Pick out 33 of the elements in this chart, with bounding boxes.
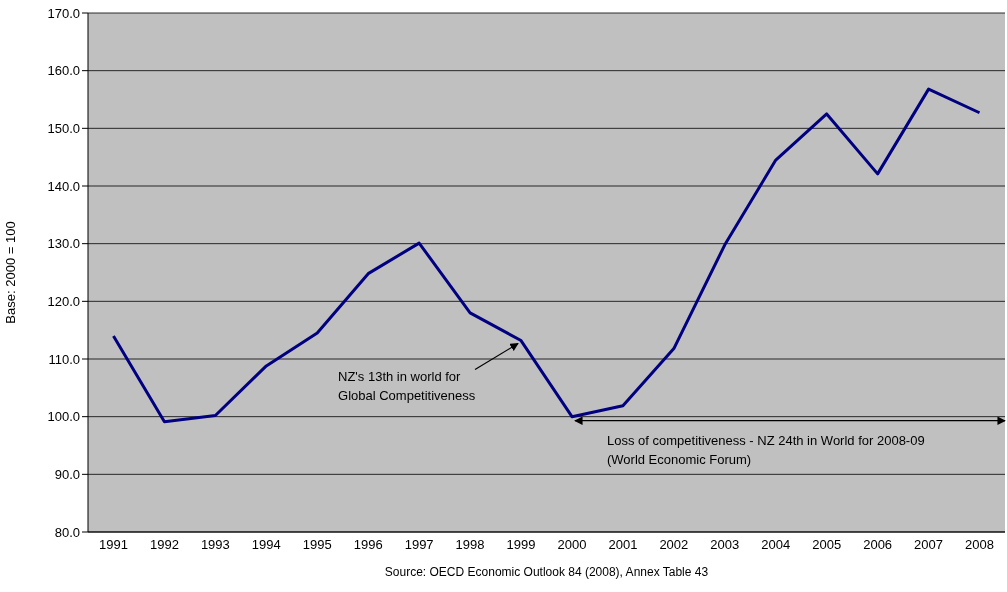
- y-tick-label: 150.0: [47, 120, 80, 136]
- y-tick-label: 140.0: [47, 178, 80, 194]
- y-axis-title: Base: 2000 = 100: [2, 221, 18, 324]
- x-tick-label: 2005: [812, 537, 842, 553]
- x-tick-label: 1991: [99, 537, 128, 553]
- line-series: [111, 87, 982, 424]
- x-tick-label: 1996: [353, 537, 383, 553]
- x-tick-label: 2002: [659, 537, 689, 553]
- x-tick-label: 1994: [251, 537, 281, 553]
- annotation: NZ's 13th in world for Global Competitiveness: [338, 368, 476, 403]
- y-tick-label: 100.0: [47, 409, 80, 425]
- y-tick-label: 120.0: [47, 293, 80, 309]
- x-tick-label: 1999: [506, 537, 536, 553]
- x-tick-label: 1998: [455, 537, 485, 553]
- x-tick-label: 2003: [710, 537, 740, 553]
- x-tick-label: 2008: [965, 537, 994, 553]
- x-tick-label: 2001: [608, 537, 638, 553]
- x-tick-label: 2006: [863, 537, 893, 553]
- x-tick-label: 1997: [404, 537, 434, 553]
- y-tick-label: 130.0: [47, 236, 80, 252]
- source-note: Source: OECD Economic Outlook 84 (2008), Annex Table 43: [384, 565, 709, 579]
- x-tick-label: 1992: [149, 537, 179, 553]
- x-tick-label: 2004: [761, 537, 791, 553]
- x-tick-label: 2000: [557, 537, 587, 553]
- x-tick-label: 1995: [302, 537, 332, 553]
- y-tick-label: 80.0: [54, 524, 80, 540]
- y-tick-label: 160.0: [47, 63, 80, 79]
- annotation: Loss of competitiveness - NZ 24th in World for 2008-09 (World Economic Forum): [606, 432, 925, 467]
- y-tick-label: 110.0: [48, 351, 80, 367]
- y-tick-label: 90.0: [54, 466, 80, 482]
- x-tick-label: 2007: [914, 537, 944, 553]
- x-tick-label: 1993: [200, 537, 230, 553]
- y-tick-label: 170.0: [47, 5, 80, 21]
